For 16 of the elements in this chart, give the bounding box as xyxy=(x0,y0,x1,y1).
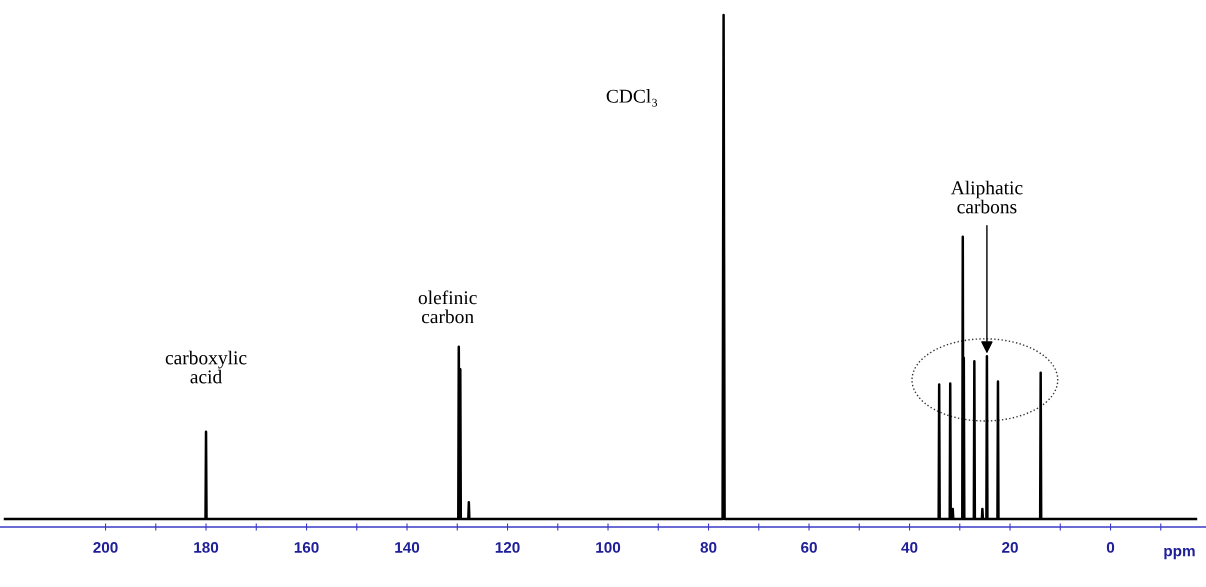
x-tick-label: 200 xyxy=(93,541,118,553)
annotation: carboxylic acid xyxy=(165,350,247,384)
annotation: CDCl₃ xyxy=(606,89,658,107)
x-tick-label: 160 xyxy=(294,541,319,553)
x-tick-label: 100 xyxy=(596,541,621,553)
x-tick-label: 0 xyxy=(1106,541,1115,553)
x-tick-label: 120 xyxy=(495,541,520,553)
annotation: Aliphatic carbons xyxy=(950,180,1023,214)
x-tick-label: 40 xyxy=(901,541,918,553)
x-tick-label: 140 xyxy=(395,541,420,553)
x-tick-label: 20 xyxy=(1002,541,1018,553)
x-tick-label: 180 xyxy=(194,541,219,553)
x-tick-label: 80 xyxy=(700,541,717,553)
annotation: olefinic carbon xyxy=(418,290,477,324)
x-axis-title: ppm xyxy=(1164,547,1195,560)
x-tick-label: 60 xyxy=(801,541,817,553)
